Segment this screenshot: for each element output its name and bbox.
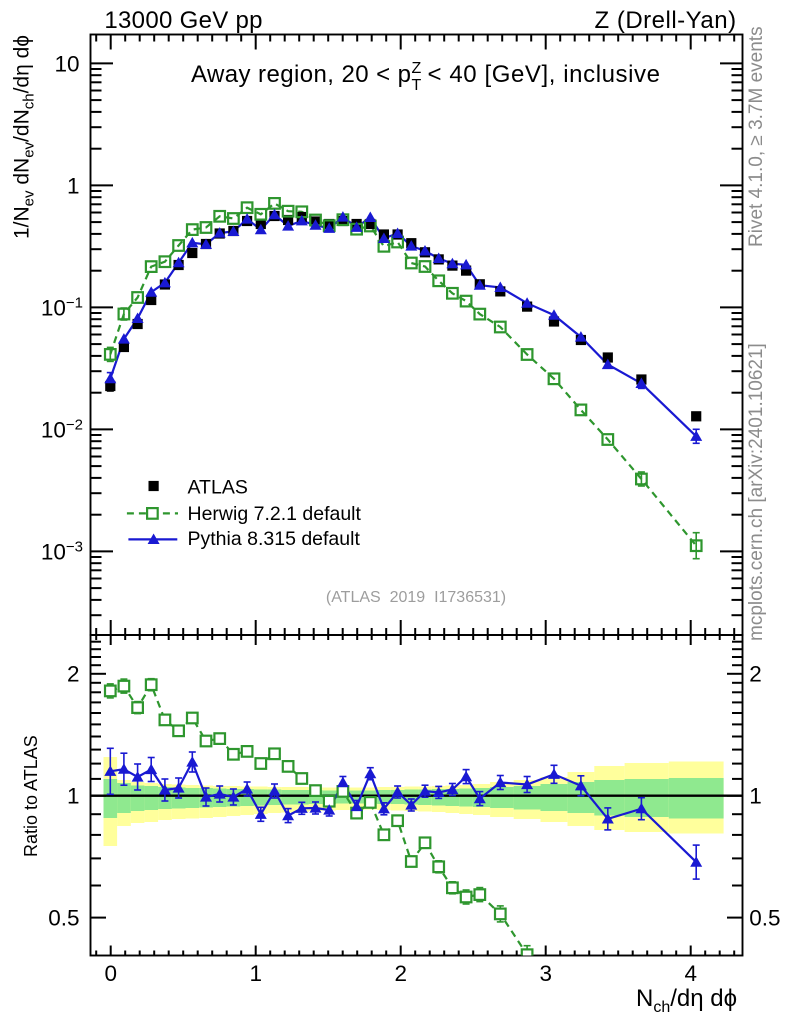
svg-text:Z: Z <box>412 60 422 77</box>
svg-text:Rivet 4.1.0, ≥ 3.7M events: Rivet 4.1.0, ≥ 3.7M events <box>746 26 767 247</box>
svg-text:mcplots.cern.ch [arXiv:2401.10: mcplots.cern.ch [arXiv:2401.10621] <box>746 343 767 641</box>
svg-text:2: 2 <box>749 662 762 687</box>
svg-text:1/Nev dNev/dNch/dη dϕ: 1/Nev dNev/dNch/dη dϕ <box>11 35 38 239</box>
svg-text:10: 10 <box>54 51 79 76</box>
svg-text:1: 1 <box>67 784 80 809</box>
svg-text:3: 3 <box>539 961 552 986</box>
svg-text:Ratio to ATLAS: Ratio to ATLAS <box>21 735 41 857</box>
svg-text:2: 2 <box>394 961 407 986</box>
svg-text:0.5: 0.5 <box>48 906 79 931</box>
svg-text:0: 0 <box>104 961 117 986</box>
svg-text:< 40 [GeV], inclusive: < 40 [GeV], inclusive <box>428 61 661 88</box>
svg-text:Nch/dη dϕ: Nch/dη dϕ <box>636 985 737 1016</box>
svg-text:(ATLAS 2019 I1736531): (ATLAS 2019 I1736531) <box>326 589 506 606</box>
svg-text:Pythia 8.315 default: Pythia 8.315 default <box>188 528 361 550</box>
svg-text:0.5: 0.5 <box>749 906 780 931</box>
svg-text:ATLAS: ATLAS <box>188 477 248 499</box>
svg-text:Herwig 7.2.1 default: Herwig 7.2.1 default <box>188 503 362 525</box>
svg-text:4: 4 <box>684 961 697 986</box>
svg-text:1: 1 <box>67 173 80 198</box>
svg-text:T: T <box>412 77 422 94</box>
svg-text:Away region, 20 < p: Away region, 20 < p <box>191 61 411 88</box>
svg-text:1: 1 <box>749 784 762 809</box>
svg-text:13000 GeV pp: 13000 GeV pp <box>104 7 262 34</box>
svg-text:Z (Drell-Yan): Z (Drell-Yan) <box>595 7 737 34</box>
svg-text:1: 1 <box>249 961 262 986</box>
svg-text:2: 2 <box>67 662 80 687</box>
